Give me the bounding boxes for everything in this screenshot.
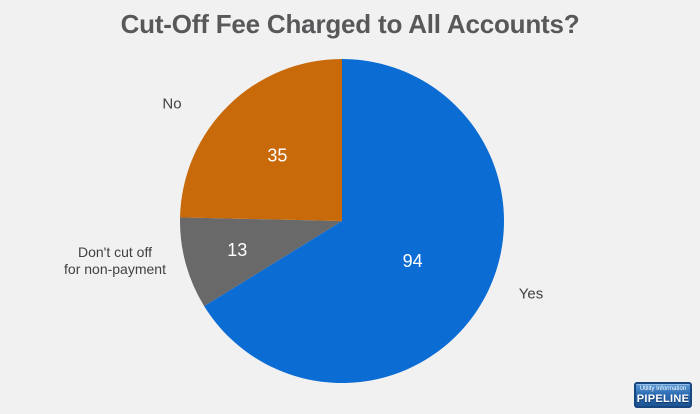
- pie-value-yes: 94: [403, 251, 423, 271]
- pie-value-no: 35: [267, 145, 287, 165]
- pie-slice-don-t-cut-off-for-non-payment: [180, 217, 342, 307]
- pie-slice-no: [180, 59, 342, 221]
- pie-label-dont-cut-off-line1: Don't cut off: [77, 244, 152, 260]
- pie-label-dont-cut-off-line2: for non-payment: [64, 261, 166, 277]
- pie-label-dont-cut-off: Don't cut off for non-payment: [53, 244, 177, 278]
- utility-information-pipeline-logo: Utility Information PIPELINE: [634, 382, 692, 408]
- pie-value-don-t-cut-off-for-non-payment: 13: [227, 240, 247, 260]
- logo-text-pipeline: PIPELINE: [636, 392, 690, 405]
- logo-text-utility-information: Utility Information: [639, 385, 687, 392]
- chart-title: Cut-Off Fee Charged to All Accounts?: [120, 9, 580, 39]
- pie-label-no: No: [162, 95, 182, 113]
- pie-label-yes: Yes: [518, 285, 544, 303]
- pie-slice-yes: [204, 59, 504, 384]
